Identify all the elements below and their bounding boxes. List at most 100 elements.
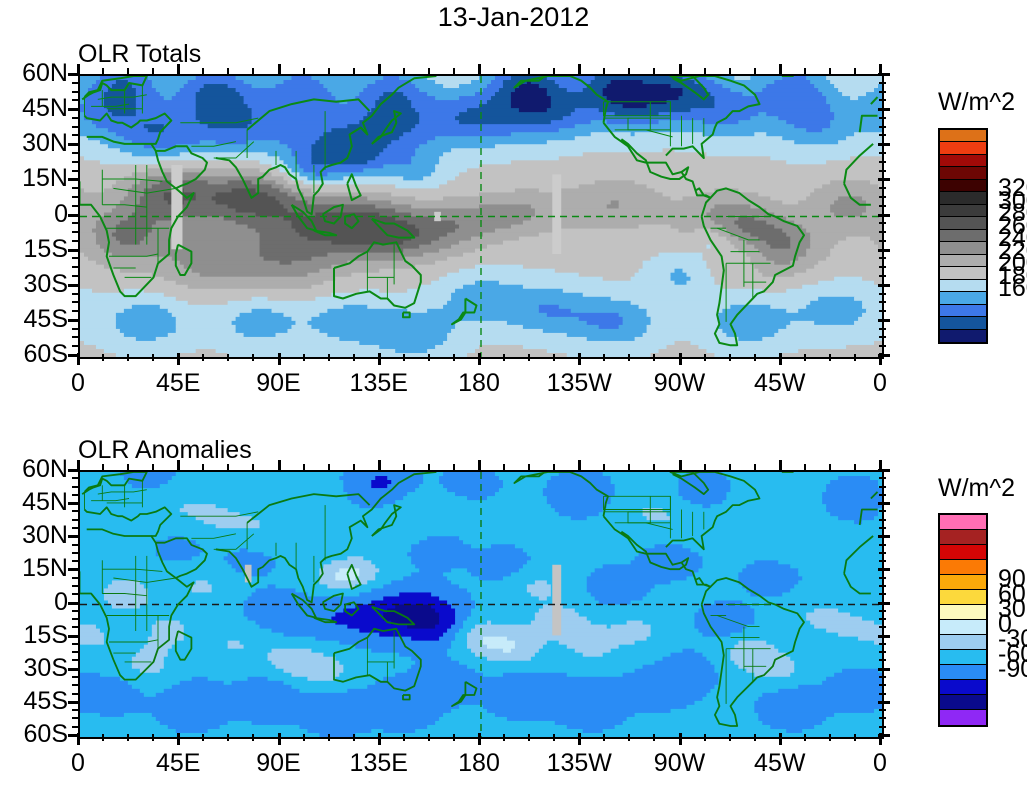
ytick-label: 30N [22,521,68,550]
xtick-minor [603,68,606,75]
ytick-minor [879,717,886,720]
xtick-minor [828,68,831,75]
ytick-minor [879,642,886,645]
ytick-mark [68,601,80,605]
ytick-mark [878,283,890,287]
xtick-minor [853,734,856,741]
ytick-minor [72,659,79,662]
xtick-mark [77,64,80,76]
ytick-minor [72,526,79,529]
xtick-mark [478,733,481,745]
ytick-minor [72,692,79,695]
ytick-label: 60N [22,455,68,483]
xtick-minor [327,464,330,471]
ytick-minor [879,266,886,269]
xtick-mark [277,64,281,76]
xtick-label: 45W [754,369,806,397]
ytick-minor [72,345,79,348]
xtick-label: 45E [156,369,201,397]
xtick-label: 0 [71,749,85,777]
ytick-minor [879,116,886,119]
xtick-minor [603,354,606,361]
xtick-minor [728,354,731,361]
colorbar-band [940,695,986,710]
xtick-minor [452,354,455,361]
ytick-mark [68,734,80,737]
colorbar-tick-label: 0 [998,609,1012,638]
ytick-label: 45N [22,94,68,123]
figure-title: 13-Jan-2012 [437,2,590,32]
colorbar-band [940,650,986,665]
ytick-minor [879,160,886,163]
ytick-minor [879,560,886,563]
xtick-minor [503,734,506,741]
colorbar-tick-label: 160 [998,274,1027,303]
xtick-minor [202,68,205,75]
xtick-minor [427,68,430,75]
colorbar-band [940,560,986,575]
xtick-mark [778,64,782,76]
ytick-minor [72,642,79,645]
ytick-minor [879,310,886,313]
xtick-minor [703,734,706,741]
ytick-minor [879,626,886,629]
ytick-minor [72,477,79,480]
ytick-minor [879,518,886,521]
colorbar-band [940,142,986,155]
ytick-label: 30S [23,653,68,682]
xtick-minor [102,354,105,361]
xtick-label: 45W [754,749,806,777]
ytick-label: 0 [54,199,68,228]
xtick-mark [578,353,582,365]
ytick-mark [878,700,890,704]
colorbar-band [940,204,986,218]
ytick-minor [879,659,886,662]
xtick-minor [603,464,606,471]
xtick-label: 135W [546,749,612,777]
xtick-minor [252,734,255,741]
xtick-mark [578,64,582,76]
colorbar-band [940,710,986,725]
xtick-minor [252,68,255,75]
xtick-minor [227,68,230,75]
ytick-label: 30N [22,129,68,158]
xtick-minor [352,354,355,361]
ytick-label: 15S [23,234,68,263]
xtick-minor [227,354,230,361]
xtick-minor [227,464,230,471]
colorbar-title-olr-anomalies: W/m^2 [938,474,1016,502]
ytick-minor [72,593,79,596]
xtick-mark [77,353,80,365]
ytick-label: 60N [22,59,68,87]
map-olr-anomalies[interactable] [78,470,884,739]
colorbar-band [940,575,986,590]
xtick-minor [703,68,706,75]
xtick-mark [778,460,782,472]
ytick-minor [72,510,79,513]
xtick-minor [853,464,856,471]
ytick-mark [68,73,80,76]
map-olr-totals[interactable] [78,74,884,359]
colorbar-band [940,179,986,193]
xtick-minor [753,354,756,361]
xtick-mark [879,733,882,745]
xtick-minor [202,464,205,471]
xtick-mark [177,733,181,745]
xtick-minor [728,734,731,741]
xtick-minor [302,734,305,741]
colorbar-tick-label: 280 [998,199,1027,228]
colorbar-tick-label: 200 [998,249,1027,278]
ytick-minor [72,90,79,93]
ytick-minor [879,609,886,612]
colorbar-band [940,665,986,680]
colorbar-olr-anomalies [938,513,988,727]
xtick-minor [653,464,656,471]
ytick-mark [878,734,890,737]
ytick-minor [879,543,886,546]
ytick-minor [879,725,886,728]
colorbar-tick-label: 90 [998,564,1026,593]
ytick-label: 15S [23,620,68,649]
xtick-label: 0 [71,369,85,397]
colorbar-tick-label: 300 [998,186,1027,215]
xtick-mark [778,733,782,745]
